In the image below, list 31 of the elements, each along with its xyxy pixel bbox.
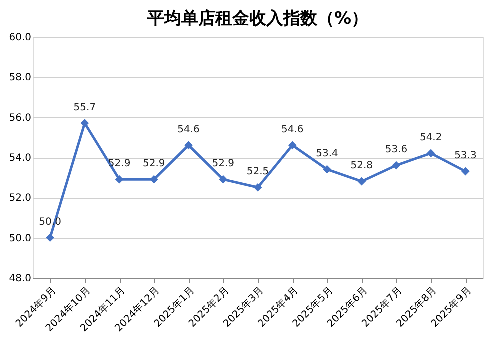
data-label: 54.2 — [420, 132, 442, 144]
point — [462, 167, 470, 176]
data-label: 54.6 — [281, 124, 304, 136]
data-label: 52.5 — [246, 166, 270, 178]
y-tick-label: 60.0 — [9, 32, 32, 44]
y-tick-label: 50.0 — [9, 233, 32, 244]
data-label: 54.6 — [178, 124, 200, 136]
y-tick-label: 48.0 — [9, 274, 32, 284]
point — [426, 149, 436, 158]
data-label: 53.4 — [316, 148, 338, 160]
point — [358, 177, 366, 186]
data-label: 53.3 — [454, 150, 477, 162]
data-label: 52.8 — [350, 160, 373, 172]
point — [115, 175, 124, 184]
point — [392, 161, 401, 170]
y-tick-label: 58.0 — [9, 72, 32, 84]
y-tick-label: 52.0 — [9, 193, 32, 204]
point — [80, 119, 90, 128]
data-label: 55.7 — [74, 102, 96, 114]
chart-title: 平均单店租金收入指数（%） — [146, 9, 369, 29]
point — [288, 141, 297, 150]
point — [46, 234, 54, 242]
data-label: 52.9 — [212, 158, 235, 170]
data-label: 52.9 — [143, 158, 166, 170]
point — [254, 183, 262, 192]
point — [323, 165, 332, 174]
point — [184, 141, 193, 150]
y-tick-label: 56.0 — [9, 112, 32, 124]
point — [219, 175, 228, 184]
y-tick-label: 54.0 — [9, 153, 32, 164]
data-label: 53.6 — [385, 144, 408, 156]
